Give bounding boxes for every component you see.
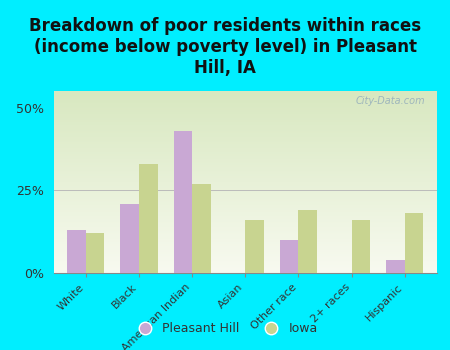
- Bar: [174, 131, 192, 273]
- Bar: [351, 220, 370, 273]
- Bar: [86, 233, 104, 273]
- Text: City-Data.com: City-Data.com: [356, 97, 425, 106]
- Text: Breakdown of poor residents within races
(income below poverty level) in Pleasan: Breakdown of poor residents within races…: [29, 18, 421, 77]
- Bar: [245, 220, 264, 273]
- Bar: [280, 240, 298, 273]
- Bar: [386, 260, 405, 273]
- Bar: [139, 164, 158, 273]
- Bar: [405, 214, 423, 273]
- Bar: [68, 230, 86, 273]
- Bar: [298, 210, 317, 273]
- Bar: [121, 203, 139, 273]
- Legend: Pleasant Hill, Iowa: Pleasant Hill, Iowa: [127, 317, 323, 340]
- Bar: [192, 184, 211, 273]
